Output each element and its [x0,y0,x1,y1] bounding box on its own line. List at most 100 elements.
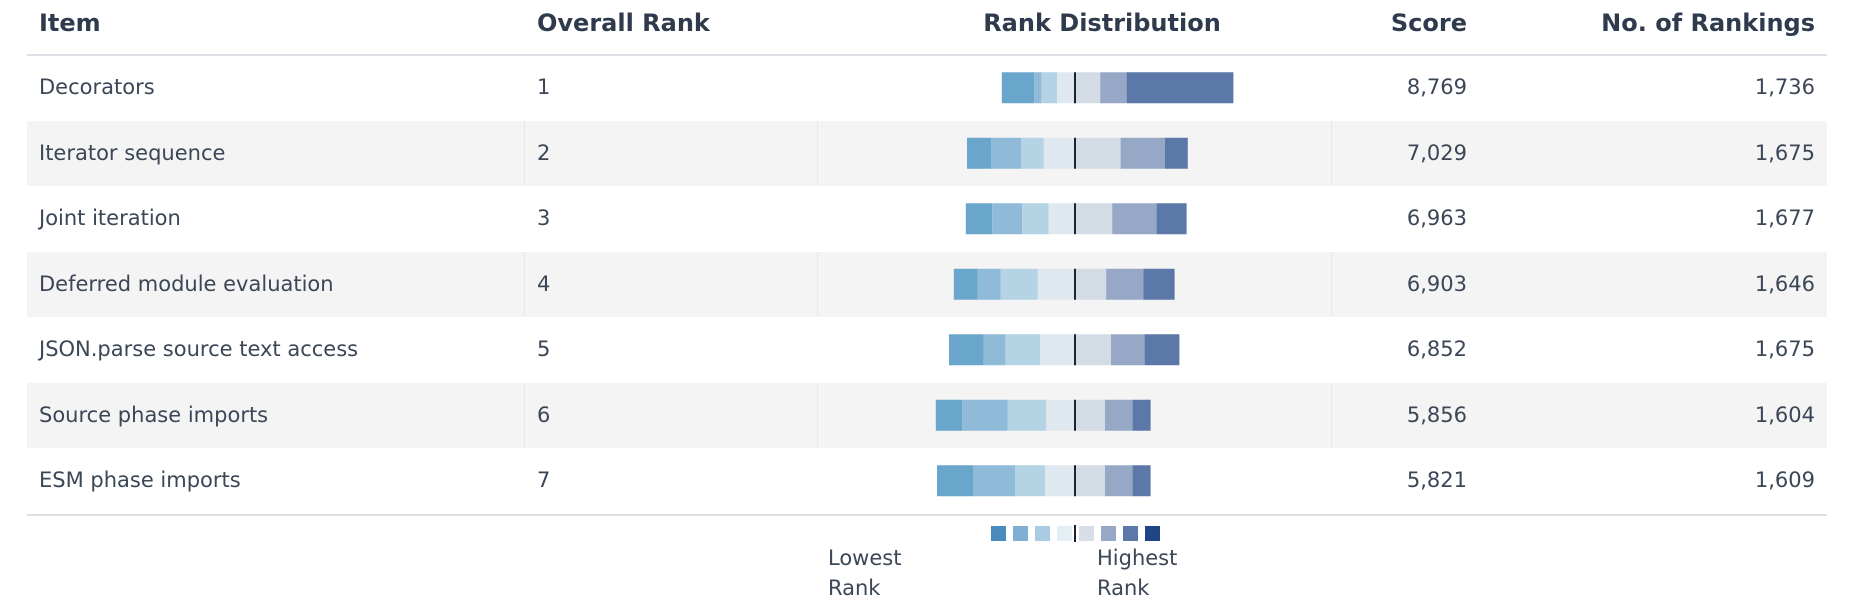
bar-segment-low-4 [1037,268,1075,300]
legend-swatch-5 [1079,526,1094,541]
legend-swatch-3 [1035,526,1050,541]
column-divider [1331,251,1332,317]
bar-segment-low-2 [983,334,1006,366]
cell-score: 5,821 [1406,468,1467,492]
table-bottom-rule [27,514,1827,516]
legend-highest-rank-label: Highest Rank [1097,546,1178,600]
bar-segment-low-2 [977,268,1001,300]
bar-segment-low-2 [973,465,1015,497]
cell-overall-rank: 2 [537,140,551,165]
bar-segment-low-1 [935,399,963,431]
cell-score: 6,963 [1406,206,1467,230]
column-divider [524,382,525,448]
legend-swatch-6 [1101,526,1116,541]
header-no-of-rankings[interactable]: No. of Rankings [1601,9,1815,37]
bar-segment-high-1 [1075,465,1105,497]
bar-segment-high-2 [1112,203,1157,235]
bar-segment-low-3 [1007,399,1047,431]
cell-no-of-rankings: 1,736 [1754,75,1815,99]
bar-segment-low-4 [1046,399,1075,431]
legend-lowest-rank-label: Lowest Rank [828,546,902,600]
column-divider [1331,382,1332,448]
bar-segment-high-3 [1132,399,1151,431]
cell-item: Deferred module evaluation [39,271,334,296]
bar-segment-low-1 [937,465,973,497]
header-overall-rank[interactable]: Overall Rank [537,9,710,37]
bar-segment-low-3 [1022,203,1049,235]
bar-segment-high-3 [1143,268,1175,300]
table-row[interactable]: Iterator sequence 2 7,029 1,675 [27,120,1827,186]
cell-item: Source phase imports [39,402,269,427]
header-score[interactable]: Score [1390,9,1467,37]
bar-segment-low-4 [1048,203,1075,235]
cell-overall-rank: 5 [537,337,551,361]
cell-no-of-rankings: 1,604 [1754,402,1815,427]
bar-segment-high-1 [1075,203,1113,235]
cell-no-of-rankings: 1,675 [1754,337,1815,361]
cell-score: 6,852 [1406,337,1467,361]
bar-segment-low-1 [967,137,991,169]
bar-segment-high-2 [1120,137,1165,169]
bar-segment-low-3 [1005,334,1041,366]
cell-overall-rank: 1 [537,75,551,99]
cell-score: 5,856 [1406,402,1467,427]
bar-segment-high-3 [1144,334,1180,366]
bar-segment-low-4 [1045,465,1075,497]
cell-score: 8,769 [1406,75,1467,99]
bar-segment-low-1 [949,334,984,366]
table-row[interactable]: Decorators 1 8,769 1,736 [27,55,1827,121]
bar-segment-low-1 [953,268,978,300]
cell-item: ESM phase imports [39,468,241,492]
bar-segment-low-3 [1041,72,1057,104]
cell-overall-rank: 7 [537,468,551,492]
header-item[interactable]: Item [39,9,101,37]
column-divider [817,251,818,317]
bar-segment-low-4 [1040,334,1075,366]
bar-segment-high-1 [1075,334,1111,366]
bar-segment-high-2 [1105,465,1133,497]
table-body: Decorators 1 8,769 1,736 Iterator sequence 2 7… [27,55,1827,514]
table-row[interactable]: Source phase imports 6 5,856 1,604 [27,382,1827,448]
cell-item: Decorators [39,75,155,99]
cell-overall-rank: 3 [537,206,551,230]
bar-segment-low-2 [1034,72,1042,104]
column-divider [1331,120,1332,186]
bar-segment-high-1 [1075,268,1107,300]
bar-segment-high-3 [1126,72,1234,104]
bar-segment-high-3 [1156,203,1187,235]
bar-segment-low-4 [1043,137,1075,169]
bar-segment-high-3 [1132,465,1151,497]
cell-no-of-rankings: 1,677 [1754,206,1815,230]
bar-segment-low-3 [1015,465,1045,497]
bar-segment-high-2 [1100,72,1127,104]
bar-segment-low-3 [1000,268,1038,300]
bar-segment-high-3 [1165,137,1188,169]
table-row[interactable]: Joint iteration 3 6,963 1,677 [27,186,1827,252]
cell-no-of-rankings: 1,609 [1754,468,1815,492]
cell-item: JSON.parse source text access [39,337,359,361]
cell-item: Joint iteration [39,206,181,230]
column-divider [817,382,818,448]
legend-swatch-2 [1013,526,1028,541]
bar-segment-low-1 [1001,72,1035,104]
bar-segment-high-2 [1106,268,1144,300]
bar-segment-low-2 [962,399,1008,431]
column-divider [817,120,818,186]
cell-score: 7,029 [1406,140,1467,165]
table-row[interactable]: JSON.parse source text access 5 6,852 1,675 [27,317,1827,383]
column-divider [524,251,525,317]
bar-segment-low-2 [992,203,1023,235]
bar-segment-low-2 [991,137,1021,169]
header-rank-distribution: Rank Distribution [983,9,1221,37]
cell-no-of-rankings: 1,675 [1754,140,1815,165]
table-row[interactable]: Deferred module evaluation 4 6,903 1,646 [27,251,1827,317]
bar-segment-low-3 [1021,137,1044,169]
legend-swatch-8 [1145,526,1160,541]
bar-segment-high-2 [1111,334,1145,366]
cell-score: 6,903 [1406,271,1467,296]
table-row[interactable]: ESM phase imports 7 5,821 1,609 [27,448,1827,514]
cell-no-of-rankings: 1,646 [1754,271,1815,296]
cell-item: Iterator sequence [39,140,226,165]
